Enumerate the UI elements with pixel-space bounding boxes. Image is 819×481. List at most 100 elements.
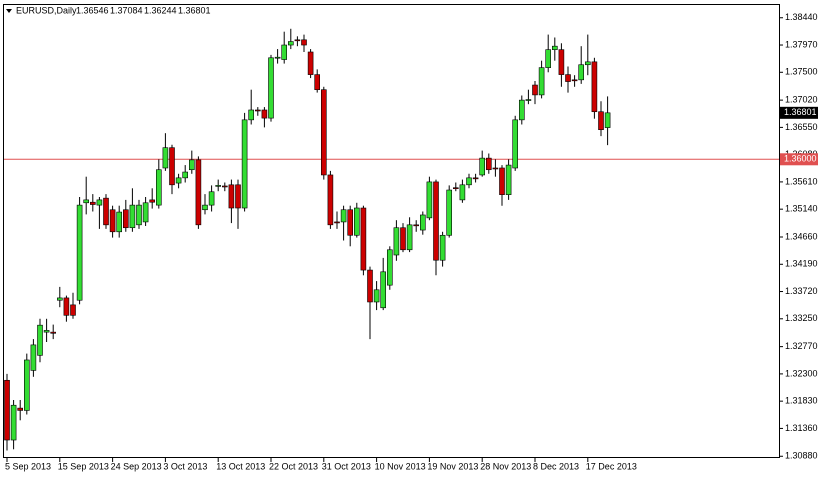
candle-body-down: [591, 61, 598, 113]
candle-body-down: [63, 297, 70, 316]
y-tick-label: 1.37020: [785, 94, 818, 104]
y-tick-label: 1.32300: [785, 368, 818, 378]
current-price-box: [780, 106, 818, 119]
y-tick-label: 1.35610: [785, 176, 818, 186]
candle-body-up: [525, 99, 532, 101]
x-tick-label: 31 Oct 2013: [322, 461, 371, 471]
candle-body-down: [360, 207, 367, 271]
candle-body-up: [426, 181, 433, 219]
candle-body-down: [472, 177, 479, 180]
candle-body-up: [479, 157, 486, 176]
candle-body-up: [162, 147, 169, 169]
y-tick-label: 1.31360: [785, 423, 818, 433]
candle-body-up: [182, 171, 188, 179]
candle-body-up: [538, 67, 545, 96]
header-high: 1.37084: [110, 5, 143, 15]
y-tick-label: 1.34660: [785, 231, 818, 241]
candle-body-down: [492, 167, 499, 170]
candle-body-up: [142, 202, 149, 223]
x-tick-label: 13 Oct 2013: [216, 461, 265, 471]
candle-body-up: [459, 184, 466, 201]
candle-body-up: [551, 45, 558, 50]
candle-body-up: [386, 249, 393, 286]
candle-body-up: [189, 159, 195, 171]
candle-body-down: [235, 184, 241, 209]
candle-body-down: [90, 201, 96, 205]
candle-body-down: [334, 221, 340, 224]
candle-body-down: [261, 109, 268, 119]
y-tick-label: 1.37500: [785, 67, 818, 77]
y-tick-label: 1.35140: [785, 204, 818, 214]
y-tick-label: 1.36550: [785, 122, 818, 132]
candle-body-up: [578, 64, 585, 81]
candle-body-up: [208, 191, 215, 206]
candle-body-up: [96, 199, 103, 206]
candle-body-down: [228, 184, 235, 209]
candle-body-up: [604, 112, 611, 128]
y-tick-label: 1.33720: [785, 286, 818, 296]
candle-body-up: [505, 164, 512, 195]
candle-body-down: [50, 331, 57, 334]
candle-body-up: [512, 119, 519, 169]
y-tick-label: 1.34190: [785, 259, 818, 269]
candle-body-up: [116, 211, 122, 233]
candle-body-up: [406, 224, 413, 251]
candle-body-down: [169, 147, 175, 186]
candle-body-up: [129, 204, 136, 229]
candle-body-up: [393, 227, 400, 256]
x-tick-label: 15 Sep 2013: [58, 461, 109, 471]
candle-body-up: [353, 207, 360, 236]
candle-body-up: [56, 297, 63, 301]
header-open: 1.36546: [76, 5, 109, 15]
candle-body-down: [485, 157, 492, 171]
candle-body-up: [76, 204, 83, 301]
candle-body-up: [584, 61, 591, 66]
candle-body-down: [327, 174, 334, 226]
candle-body-down: [70, 304, 76, 316]
header-close: 1.36801: [178, 5, 211, 15]
candle-body-up: [156, 169, 162, 206]
current-price-label: 1.36801: [784, 107, 817, 117]
x-tick-label: 5 Sep 2013: [5, 461, 51, 471]
candle-body-up: [466, 177, 472, 186]
candle-body-down: [532, 84, 538, 96]
candle-body-down: [149, 199, 155, 203]
candle-body-down: [301, 39, 307, 46]
x-tick-label: 22 Oct 2013: [269, 461, 318, 471]
candle-body-down: [195, 159, 202, 226]
candle-body-down: [598, 111, 604, 131]
candle-body-up: [202, 204, 208, 211]
candle-body-down: [400, 227, 406, 251]
symbol-label: EURUSD,Daily: [16, 5, 77, 15]
candle-body-up: [274, 56, 281, 59]
candle-body-down: [452, 187, 459, 190]
candle-body-up: [281, 44, 288, 60]
candle-body-up: [136, 204, 142, 226]
candle-body-down: [314, 74, 321, 90]
candle-body-down: [320, 89, 327, 176]
y-tick-label: 1.31830: [785, 396, 818, 406]
candle-body-down: [307, 51, 314, 75]
candle-body-down: [558, 49, 565, 75]
candle-body-up: [23, 359, 30, 411]
candle-body-down: [109, 209, 116, 233]
candle-body-up: [439, 234, 446, 261]
candle-body-down: [347, 209, 354, 236]
candle-body-down: [222, 185, 228, 188]
candle-body-up: [83, 199, 89, 204]
y-tick-label: 1.32770: [785, 341, 818, 351]
x-tick-label: 10 Nov 2013: [375, 461, 426, 471]
candle-body-up: [248, 109, 254, 121]
hline-price-label: 1.36000: [784, 154, 817, 164]
candle-body-down: [565, 74, 571, 82]
candle-body-down: [17, 407, 24, 411]
candle-body-up: [287, 41, 294, 46]
x-tick-label: 28 Nov 2013: [480, 461, 531, 471]
y-tick-label: 1.37970: [785, 39, 818, 49]
candle-body-down: [499, 167, 505, 195]
candle-body-up: [37, 324, 43, 356]
candle-body-down: [294, 39, 301, 42]
y-tick-label: 1.38440: [785, 12, 818, 22]
